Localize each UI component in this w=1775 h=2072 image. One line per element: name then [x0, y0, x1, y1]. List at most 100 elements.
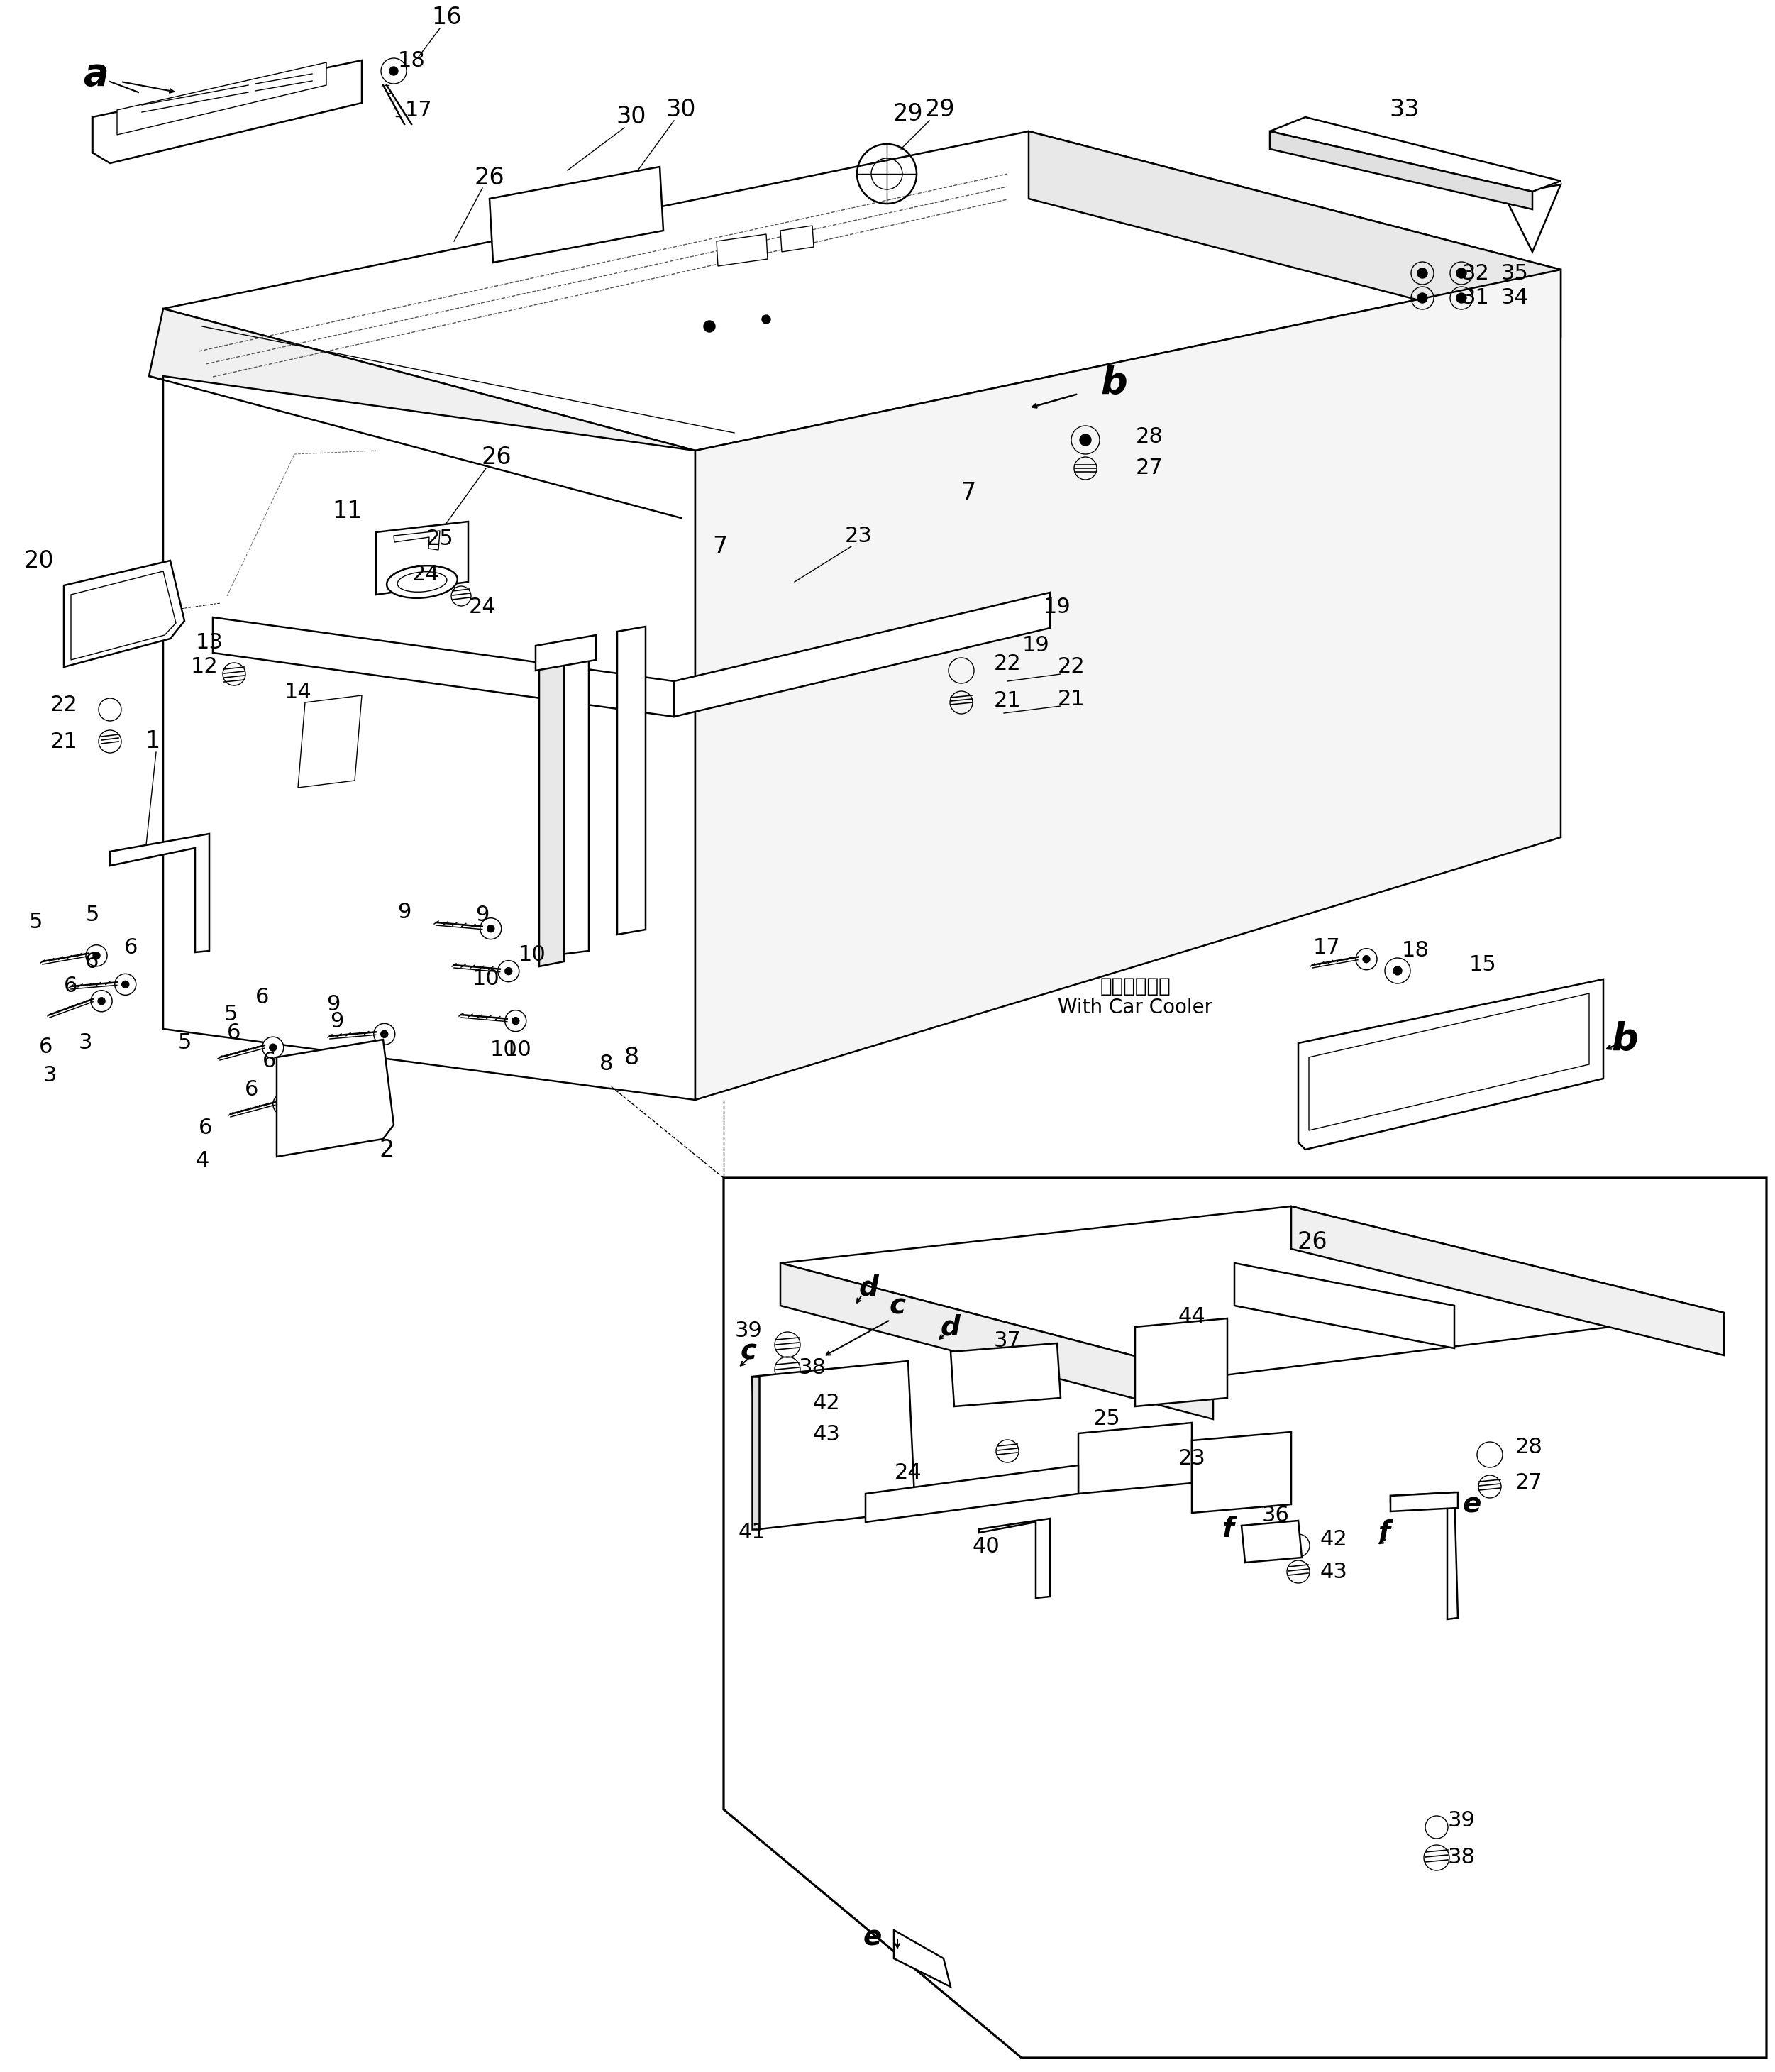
- Polygon shape: [163, 131, 1560, 450]
- Text: 5: 5: [28, 912, 43, 932]
- Text: 6: 6: [199, 1119, 213, 1138]
- Text: 10: 10: [518, 945, 547, 966]
- Ellipse shape: [387, 566, 458, 599]
- Polygon shape: [696, 269, 1560, 1100]
- Text: 34: 34: [1502, 288, 1528, 309]
- Circle shape: [98, 997, 105, 1005]
- Polygon shape: [540, 655, 564, 966]
- Polygon shape: [980, 1519, 1051, 1598]
- Text: 39: 39: [1448, 1809, 1475, 1830]
- Polygon shape: [1269, 118, 1560, 191]
- Text: 41: 41: [738, 1523, 765, 1544]
- Circle shape: [1363, 955, 1370, 963]
- Polygon shape: [674, 593, 1051, 717]
- Text: 27: 27: [1136, 458, 1163, 479]
- Text: 29: 29: [893, 102, 923, 124]
- Text: 40: 40: [973, 1537, 999, 1558]
- Text: 9: 9: [398, 901, 412, 922]
- Text: 5: 5: [85, 905, 99, 926]
- Polygon shape: [753, 1361, 916, 1529]
- Text: 8: 8: [600, 1055, 614, 1075]
- Polygon shape: [1079, 1423, 1191, 1494]
- Text: c: c: [889, 1293, 905, 1320]
- Circle shape: [479, 918, 501, 939]
- Text: 11: 11: [332, 499, 362, 522]
- Polygon shape: [618, 626, 646, 934]
- Text: 23: 23: [845, 526, 872, 547]
- Text: 6: 6: [124, 937, 138, 957]
- Polygon shape: [149, 309, 696, 518]
- Circle shape: [382, 1030, 389, 1038]
- Text: 24: 24: [895, 1463, 921, 1484]
- Text: a: a: [83, 56, 108, 93]
- Circle shape: [1457, 292, 1466, 303]
- Circle shape: [115, 974, 137, 995]
- Circle shape: [85, 945, 106, 966]
- Text: 5: 5: [224, 1005, 238, 1026]
- Polygon shape: [895, 1931, 951, 1987]
- Text: 24: 24: [469, 597, 497, 617]
- Polygon shape: [1503, 184, 1560, 253]
- Polygon shape: [1241, 1521, 1301, 1562]
- Text: 18: 18: [398, 50, 426, 70]
- Circle shape: [504, 968, 511, 974]
- Text: 38: 38: [1448, 1848, 1475, 1869]
- Text: 30: 30: [666, 97, 696, 122]
- Text: 3: 3: [43, 1065, 57, 1086]
- Text: 6: 6: [64, 976, 78, 997]
- Text: 4: 4: [195, 1150, 209, 1171]
- Circle shape: [1079, 435, 1092, 445]
- Polygon shape: [561, 642, 589, 955]
- Text: 7: 7: [960, 481, 976, 506]
- Text: 9: 9: [476, 905, 490, 926]
- Text: 5: 5: [178, 1032, 192, 1053]
- Text: 26: 26: [474, 166, 504, 189]
- Text: 13: 13: [195, 632, 224, 653]
- Circle shape: [280, 1100, 288, 1109]
- Text: 39: 39: [735, 1320, 761, 1341]
- Text: 10: 10: [472, 970, 501, 990]
- Polygon shape: [951, 1343, 1061, 1407]
- Circle shape: [389, 66, 398, 75]
- Circle shape: [122, 980, 130, 988]
- Polygon shape: [1298, 980, 1603, 1150]
- Text: 9: 9: [330, 1011, 344, 1032]
- Circle shape: [1418, 292, 1427, 303]
- Text: 6: 6: [227, 1021, 241, 1042]
- Text: カークーラ付: カークーラ付: [1100, 976, 1170, 997]
- Circle shape: [91, 990, 112, 1011]
- Text: 17: 17: [1314, 937, 1340, 957]
- Text: 32: 32: [1463, 263, 1489, 284]
- Text: 8: 8: [623, 1046, 639, 1069]
- Polygon shape: [394, 530, 440, 549]
- Text: 3: 3: [78, 1032, 92, 1053]
- Text: 28: 28: [1516, 1438, 1542, 1459]
- Text: 25: 25: [1093, 1409, 1120, 1430]
- Text: 16: 16: [431, 6, 462, 29]
- Polygon shape: [781, 1206, 1724, 1376]
- Polygon shape: [376, 522, 469, 595]
- Text: 7: 7: [712, 535, 728, 557]
- Polygon shape: [1030, 131, 1560, 338]
- Circle shape: [761, 315, 770, 323]
- Text: 6: 6: [39, 1036, 53, 1057]
- Text: 10: 10: [490, 1040, 518, 1061]
- Text: 14: 14: [284, 682, 312, 702]
- Text: 26: 26: [1298, 1231, 1328, 1254]
- Polygon shape: [163, 377, 696, 1100]
- Polygon shape: [724, 1177, 1766, 2057]
- Text: 29: 29: [925, 97, 955, 122]
- Text: d: d: [941, 1314, 960, 1341]
- Polygon shape: [1390, 1492, 1457, 1620]
- Circle shape: [270, 1044, 277, 1051]
- Circle shape: [511, 1017, 518, 1024]
- Text: 21: 21: [50, 731, 78, 752]
- Text: 21: 21: [994, 690, 1021, 711]
- Polygon shape: [117, 62, 327, 135]
- Polygon shape: [717, 234, 767, 265]
- Polygon shape: [110, 833, 209, 953]
- Polygon shape: [490, 166, 664, 263]
- Polygon shape: [1234, 1264, 1454, 1349]
- Polygon shape: [866, 1465, 1079, 1523]
- Text: 17: 17: [405, 99, 433, 120]
